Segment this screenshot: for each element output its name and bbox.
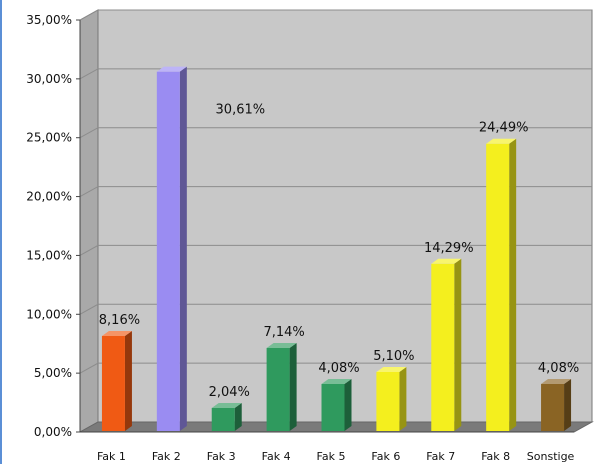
bar-top (376, 366, 407, 372)
data-label: 14,29% (424, 241, 474, 256)
y-tick-label: 10,00% (26, 307, 72, 321)
data-label: 2,04% (209, 385, 250, 400)
bar-top (266, 342, 297, 348)
y-tick-label: 15,00% (26, 248, 72, 262)
bar-side (509, 138, 517, 431)
bar-top (486, 138, 517, 144)
bar-side (344, 378, 352, 431)
bar (431, 263, 455, 431)
bar-top (431, 258, 462, 264)
bar-top (156, 66, 187, 72)
data-label: 24,49% (479, 121, 529, 136)
x-tick-label: Fak 2 (152, 450, 181, 463)
x-tick-label: Fak 7 (426, 450, 455, 463)
y-tick-label: 25,00% (26, 131, 72, 145)
bar-top (211, 402, 242, 408)
gridline (79, 127, 592, 139)
data-label: 5,10% (373, 349, 414, 364)
bar-side (234, 402, 242, 431)
gridline (79, 362, 592, 374)
bar-side (289, 342, 297, 431)
x-tick-label: Fak 6 (371, 450, 400, 463)
x-tick-label: Fak 5 (317, 450, 346, 463)
bar (101, 335, 125, 431)
y-tick-label: 30,00% (26, 72, 72, 86)
bar (211, 407, 235, 431)
data-label: 8,16% (99, 313, 140, 328)
bar-top (541, 378, 572, 384)
y-tick-label: 0,00% (34, 425, 72, 439)
x-tick-label: Fak 4 (262, 450, 291, 463)
data-label: 4,08% (318, 361, 359, 376)
gridline (79, 186, 592, 198)
y-tick-label: 35,00% (26, 13, 72, 27)
gridline (79, 68, 592, 80)
bar (541, 383, 565, 431)
bar-side (564, 378, 572, 431)
gridline (79, 303, 592, 315)
bar (266, 347, 290, 431)
data-label: 30,61% (216, 103, 266, 118)
x-tick-label: Fak 3 (207, 450, 236, 463)
data-label: 4,08% (538, 361, 579, 376)
bar-side (179, 66, 187, 431)
bar-side (399, 366, 407, 431)
bar (486, 143, 510, 431)
x-tick-label: Fak 1 (97, 450, 126, 463)
bar (156, 71, 180, 431)
x-tick-label: Sonstige (527, 450, 575, 463)
bar-top (101, 330, 132, 336)
bar-side (124, 330, 132, 431)
bar (321, 383, 345, 431)
bar (376, 371, 400, 431)
gridline (79, 244, 592, 256)
x-tick-label: Fak 8 (481, 450, 510, 463)
y-tick-label: 5,00% (34, 366, 72, 380)
gridline (79, 9, 592, 21)
y-tick-label: 20,00% (26, 190, 72, 204)
bar-top (321, 378, 352, 384)
data-label: 7,14% (263, 325, 304, 340)
bar-side (454, 258, 462, 431)
